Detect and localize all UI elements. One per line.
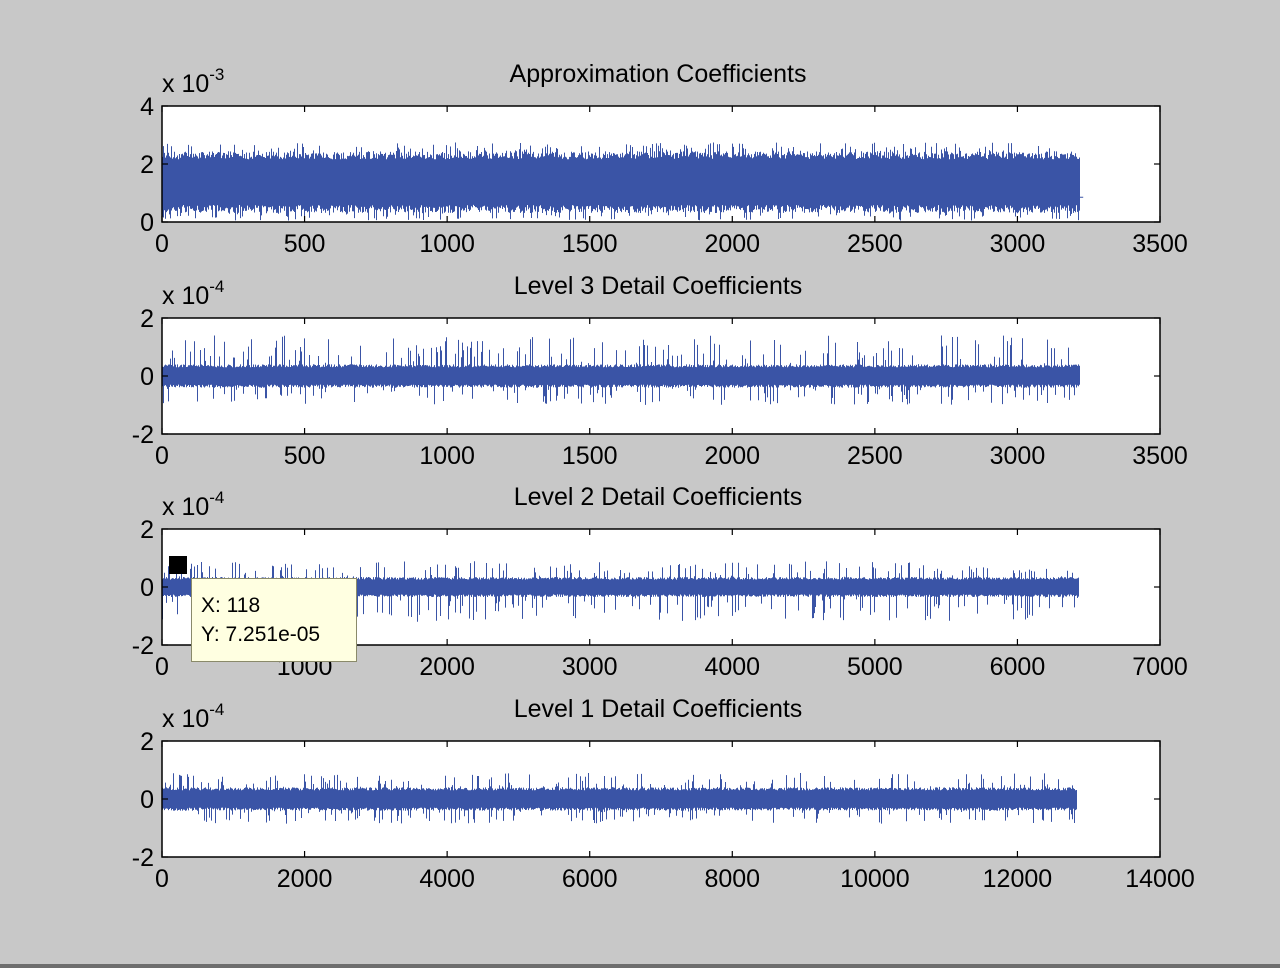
x-tick-label: 3500 [1132,230,1188,258]
x-tick-label: 4000 [704,653,760,681]
y-tick-label: 2 [140,516,154,544]
y-exponent-label: x 10-3 [162,65,224,98]
subplot-title: Level 1 Detail Coefficients [514,695,803,723]
y-tick-label: 2 [140,305,154,333]
x-tick-label: 2000 [277,865,333,893]
x-tick-label: 3000 [990,230,1046,258]
x-tick-label: 3000 [562,653,618,681]
x-tick-label: 7000 [1132,653,1188,681]
subplot-title: Level 2 Detail Coefficients [514,483,803,511]
x-tick-label: 0 [155,442,169,470]
x-tick-label: 1500 [562,230,618,258]
x-tick-label: 500 [284,442,326,470]
x-tick-label: 10000 [840,865,910,893]
x-tick-label: 500 [284,230,326,258]
y-exponent-label: x 10-4 [162,277,224,310]
datatip[interactable]: X: 118 Y: 7.251e-05 [191,578,357,662]
x-tick-label: 0 [155,865,169,893]
y-tick-label: -2 [132,632,154,660]
y-tick-label: 2 [140,728,154,756]
x-tick-label: 6000 [990,653,1046,681]
datatip-y-label: Y: 7.251e-05 [201,623,321,646]
y-tick-label: 0 [140,209,154,237]
x-tick-label: 1000 [419,442,475,470]
y-exponent-label: x 10-4 [162,700,224,733]
y-tick-label: 2 [140,151,154,179]
x-tick-label: 1000 [419,230,475,258]
subplot-title: Approximation Coefficients [510,60,807,88]
y-tick-label: 0 [140,786,154,814]
x-tick-label: 14000 [1125,865,1195,893]
x-tick-label: 4000 [419,865,475,893]
y-tick-label: -2 [132,844,154,872]
window-bottom-border [0,964,1280,968]
x-tick-label: 6000 [562,865,618,893]
x-tick-label: 0 [155,653,169,681]
x-tick-label: 5000 [847,653,903,681]
x-tick-label: 2500 [847,442,903,470]
y-exponent-label: x 10-4 [162,488,224,521]
x-tick-label: 1500 [562,442,618,470]
x-tick-label: 3000 [990,442,1046,470]
x-tick-label: 0 [155,230,169,258]
subplot-title: Level 3 Detail Coefficients [514,272,803,300]
x-tick-label: 8000 [704,865,760,893]
x-tick-label: 2000 [704,442,760,470]
y-tick-label: 0 [140,574,154,602]
x-tick-label: 3500 [1132,442,1188,470]
y-tick-label: 0 [140,363,154,391]
x-tick-label: 2500 [847,230,903,258]
datatip-marker[interactable] [169,556,187,574]
datatip-x-label: X: 118 [201,594,261,617]
subplot-1: 0 500 1000 1500 2000 2500 3000 3500 0 2 4 x 10-3 App… [140,60,1188,258]
y-tick-label: -2 [132,421,154,449]
y-tick-label: 4 [140,93,154,121]
x-tick-label: 2000 [419,653,475,681]
x-tick-label: 12000 [983,865,1053,893]
x-tick-label: 2000 [704,230,760,258]
